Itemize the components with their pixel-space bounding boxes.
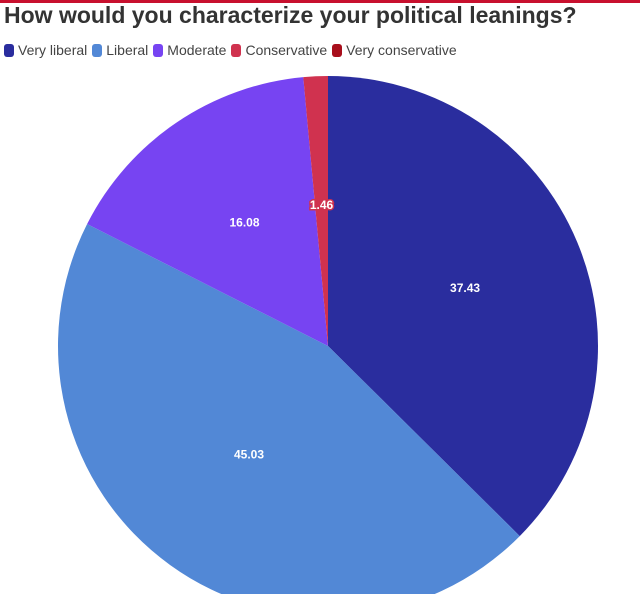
slice-value-label-very-liberal: 37.43 [450, 281, 480, 295]
legend-item-very-liberal[interactable]: Very liberal [4, 42, 87, 58]
legend-label: Very liberal [18, 42, 88, 58]
legend-item-very-conservative[interactable]: Very conservative [332, 42, 457, 58]
legend-swatch-very-liberal [4, 43, 14, 57]
legend-item-conservative[interactable]: Conservative [231, 42, 327, 58]
legend-label: Moderate [167, 42, 227, 58]
legend-label: Conservative [245, 42, 328, 58]
legend-swatch-moderate [153, 43, 164, 57]
legend-swatch-very-conservative [332, 43, 343, 57]
slice-value-label-moderate: 16.08 [230, 215, 260, 229]
pie-slice-liberal[interactable] [58, 224, 520, 594]
legend-item-liberal[interactable]: Liberal [92, 42, 148, 58]
legend-swatch-liberal [92, 43, 103, 57]
pie-slice-very-liberal[interactable] [328, 76, 598, 537]
legend: Very liberal Liberal Moderate Conservati… [4, 42, 462, 58]
pie-slices [58, 76, 598, 594]
legend-label: Very conservative [346, 42, 457, 58]
chart-title: How would you characterize your politica… [4, 2, 577, 28]
slice-value-label-conservative: 1.46 [310, 198, 334, 212]
pie-slice-moderate[interactable] [87, 77, 328, 347]
legend-label: Liberal [106, 42, 149, 58]
top-accent-rule [0, 0, 640, 3]
legend-item-moderate[interactable]: Moderate [153, 42, 226, 58]
legend-swatch-conservative [231, 43, 242, 57]
slice-value-label-liberal: 45.03 [234, 448, 264, 462]
pie-labels: 37.43 45.03 16.08 1.46 [230, 196, 481, 462]
pie-slice-conservative[interactable] [303, 76, 328, 346]
